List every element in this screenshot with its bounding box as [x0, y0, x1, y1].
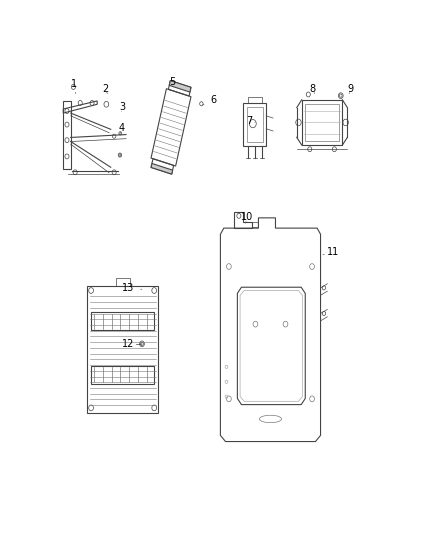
- Text: 8: 8: [310, 84, 316, 94]
- Text: 3: 3: [119, 102, 125, 112]
- Polygon shape: [169, 80, 191, 92]
- Text: 13: 13: [122, 282, 142, 293]
- Text: 1: 1: [71, 79, 77, 93]
- Text: 12: 12: [121, 339, 142, 349]
- Text: 9: 9: [347, 84, 353, 94]
- Text: 5: 5: [169, 77, 175, 91]
- Text: 4: 4: [119, 124, 125, 134]
- Polygon shape: [151, 164, 173, 174]
- Text: 10: 10: [241, 213, 253, 223]
- Text: 2: 2: [102, 84, 108, 94]
- Text: 11: 11: [323, 247, 339, 256]
- Text: 7: 7: [246, 116, 255, 126]
- Text: 6: 6: [202, 95, 217, 105]
